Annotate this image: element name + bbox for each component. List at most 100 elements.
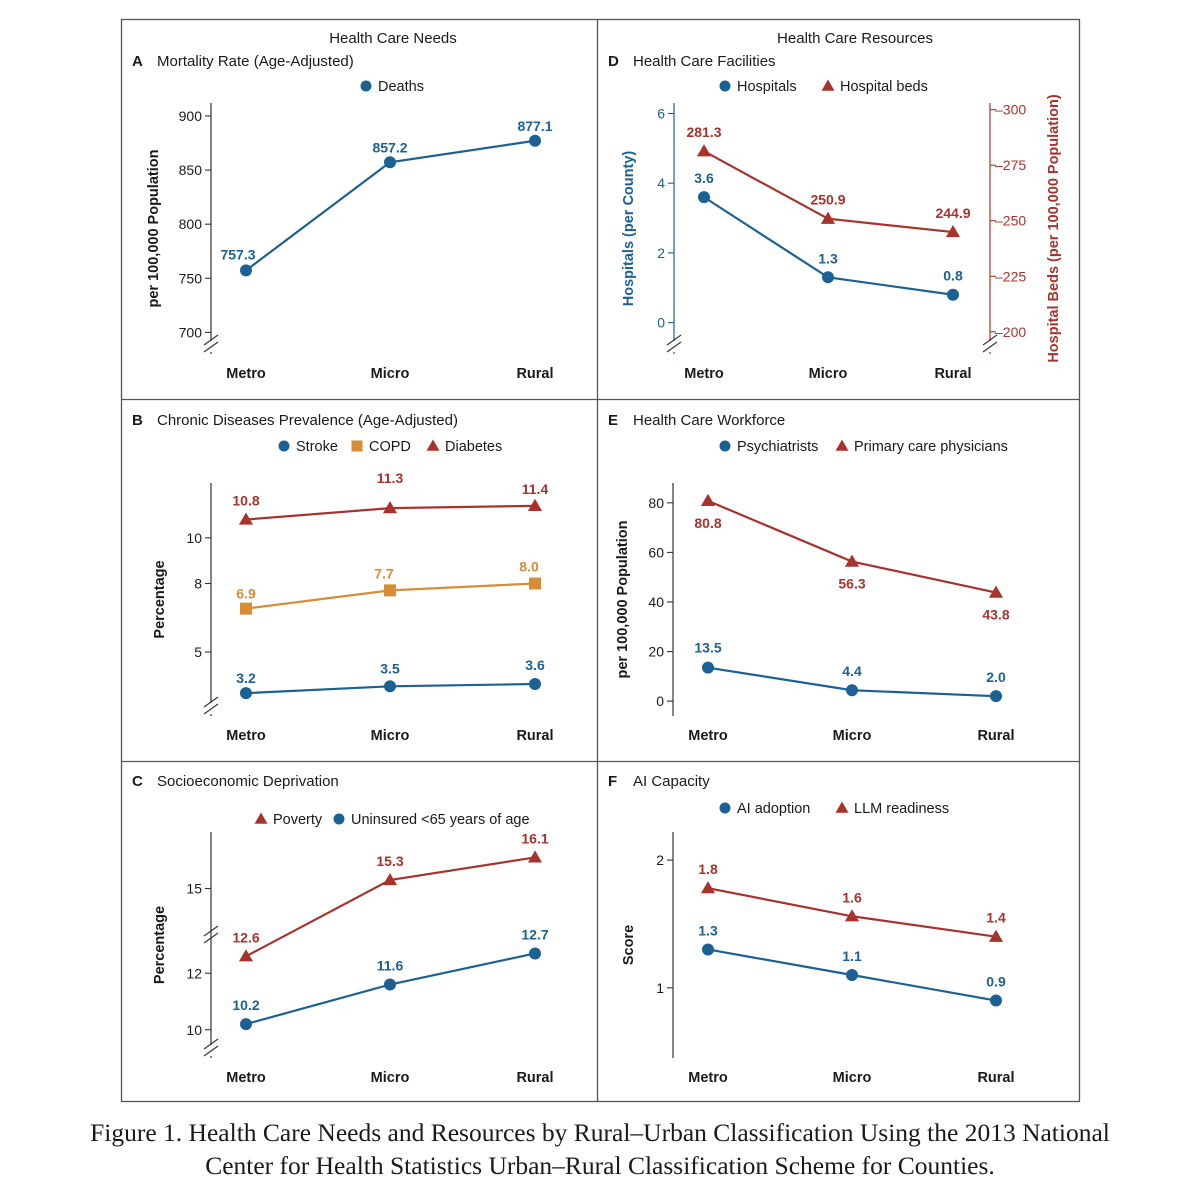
data-point-c-0-1 — [382, 872, 398, 886]
legend-d-marker-0 — [719, 80, 731, 92]
series-line-c-0 — [245, 856, 536, 958]
legend-f-marker-0 — [719, 802, 731, 814]
y-tick-label-d-0: 0 — [657, 315, 665, 331]
frame-border — [120, 18, 1081, 1103]
x-tick-label-b-0: Metro — [226, 728, 266, 744]
data-point-a-0-0 — [240, 264, 252, 277]
caption-line-1: Figure 1. Health Care Needs and Resource… — [90, 1118, 1110, 1147]
x-tick-label-f-1: Micro — [833, 1070, 872, 1086]
data-label-b-2-1: 11.3 — [377, 470, 404, 486]
panel-a-letter: A — [132, 53, 143, 70]
x-tick-label-f-0: Metro — [688, 1070, 728, 1086]
legend-c-label-0: Poverty — [273, 812, 323, 828]
data-point-e-0-1 — [846, 684, 858, 697]
legend-c-label-1: Uninsured <65 years of age — [351, 812, 530, 828]
y-tick-label-d-2: 4 — [657, 175, 665, 191]
data-point-b-1-1 — [384, 584, 396, 597]
y-tick-label-a-1: 750 — [179, 270, 203, 286]
panel-e-title: Health Care Workforce — [633, 412, 785, 429]
data-label-c-0-0: 12.6 — [232, 929, 259, 945]
data-point-d-1-2 — [945, 224, 961, 238]
x-tick-label-a-0: Metro — [226, 366, 266, 382]
data-label-c-1-1: 11.6 — [377, 958, 404, 974]
data-label-f-0-1: 1.1 — [842, 948, 862, 964]
y-tick-label-f-1: 2 — [656, 852, 664, 868]
y2-tick-label-d-3: –275 — [995, 157, 1026, 173]
x-tick-label-b-2: Rural — [516, 728, 553, 744]
data-label-d-0-0: 3.6 — [694, 170, 714, 186]
y-tick-label-c-1: 12 — [186, 965, 202, 981]
y-axis-break-c-upper-stroke-2 — [203, 932, 219, 944]
legend-b-label-2: Diabetes — [445, 439, 502, 455]
legend-f-label-0: AI adoption — [737, 801, 810, 817]
legend-c-marker-0 — [254, 812, 268, 824]
column-title-right: Health Care Resources — [777, 30, 933, 47]
data-label-a-0-2: 877.1 — [517, 118, 552, 134]
y-tick-label-c-0: 10 — [186, 1022, 202, 1038]
figure-canvas: Health Care Needs Health Care Resources … — [120, 18, 1081, 1103]
x-tick-label-d-0: Metro — [684, 366, 724, 382]
data-label-f-1-0: 1.8 — [698, 861, 718, 877]
y-axis-break-d-stroke-1 — [666, 334, 682, 346]
data-point-a-0-2 — [529, 134, 541, 147]
y-tick-label-b-2: 10 — [186, 530, 202, 546]
legend-d-marker-1 — [821, 79, 835, 91]
panel-b-title: Chronic Diseases Prevalence (Age-Adjuste… — [157, 412, 458, 429]
data-point-e-1-1 — [844, 554, 860, 567]
y-axis-break-a-stroke-1 — [203, 334, 219, 346]
y2-tick-label-d-4: –300 — [995, 102, 1026, 118]
y-axis-break-b-stroke-1 — [203, 696, 219, 708]
data-label-b-1-1: 7.7 — [374, 565, 394, 581]
x-tick-label-c-1: Micro — [371, 1070, 410, 1086]
data-label-f-0-2: 0.9 — [986, 974, 1006, 990]
y2-axis-break-d-stroke-1 — [982, 334, 998, 346]
data-label-b-2-2: 11.4 — [522, 481, 549, 497]
data-label-b-1-0: 6.9 — [236, 586, 256, 602]
data-point-f-1-1 — [844, 909, 860, 922]
y-tick-label-e-0: 0 — [656, 693, 664, 709]
data-point-b-1-2 — [529, 577, 541, 590]
y-tick-label-d-1: 2 — [657, 245, 665, 261]
legend-d-label-1: Hospital beds — [840, 79, 928, 95]
y-axis-break-c — [203, 1038, 219, 1057]
x-tick-label-e-2: Rural — [977, 728, 1014, 744]
figure-caption: Figure 1. Health Care Needs and Resource… — [0, 1116, 1200, 1182]
y2-tick-label-d-0: –200 — [995, 324, 1026, 340]
y-axis-break-c-stroke-2 — [203, 1045, 219, 1057]
y2-axis-break-d-stroke-2 — [982, 341, 998, 353]
y-tick-label-b-1: 8 — [194, 576, 202, 592]
y-tick-label-c-2: 15 — [186, 881, 202, 897]
data-point-b-2-2 — [527, 498, 543, 511]
panel-c-letter: C — [132, 773, 143, 790]
panel-e: E Health Care Workforce Psychiatrists Prima… — [608, 412, 1015, 744]
y-tick-label-d-3: 6 — [657, 105, 665, 121]
legend-e-label-0: Psychiatrists — [737, 439, 818, 455]
y-tick-label-b-0: 5 — [194, 644, 202, 660]
data-point-b-2-0 — [238, 512, 254, 525]
data-point-c-1-0 — [240, 1018, 252, 1031]
data-label-c-1-2: 12.7 — [521, 926, 548, 942]
data-label-f-0-0: 1.3 — [698, 922, 718, 938]
data-label-d-1-2: 244.9 — [935, 205, 970, 221]
data-label-b-0-0: 3.2 — [236, 670, 256, 686]
data-point-e-1-2 — [988, 585, 1004, 598]
data-label-e-0-1: 4.4 — [842, 663, 862, 679]
y-tick-label-f-0: 1 — [656, 980, 664, 996]
data-point-b-1-0 — [240, 602, 252, 615]
x-tick-label-d-2: Rural — [934, 366, 971, 382]
data-point-b-2-1 — [382, 501, 398, 514]
caption-line-2: Center for Health Statistics Urban–Rural… — [205, 1151, 995, 1180]
panel-a: A Mortality Rate (Age-Adjusted) Deaths 700 7… — [132, 53, 554, 382]
data-point-f-0-1 — [846, 969, 858, 982]
panel-d-letter: D — [608, 53, 619, 70]
y-tick-label-a-3: 850 — [179, 162, 203, 178]
y-label-f: Score — [621, 925, 637, 965]
y-label-b: Percentage — [152, 560, 168, 638]
data-point-d-0-0 — [698, 191, 710, 204]
data-label-e-1-0: 80.8 — [694, 515, 721, 531]
column-title-left: Health Care Needs — [329, 30, 457, 47]
data-label-f-1-2: 1.4 — [986, 910, 1006, 926]
data-point-f-1-0 — [700, 881, 716, 894]
data-point-b-0-0 — [240, 687, 252, 700]
data-label-c-0-2: 16.1 — [521, 830, 548, 846]
